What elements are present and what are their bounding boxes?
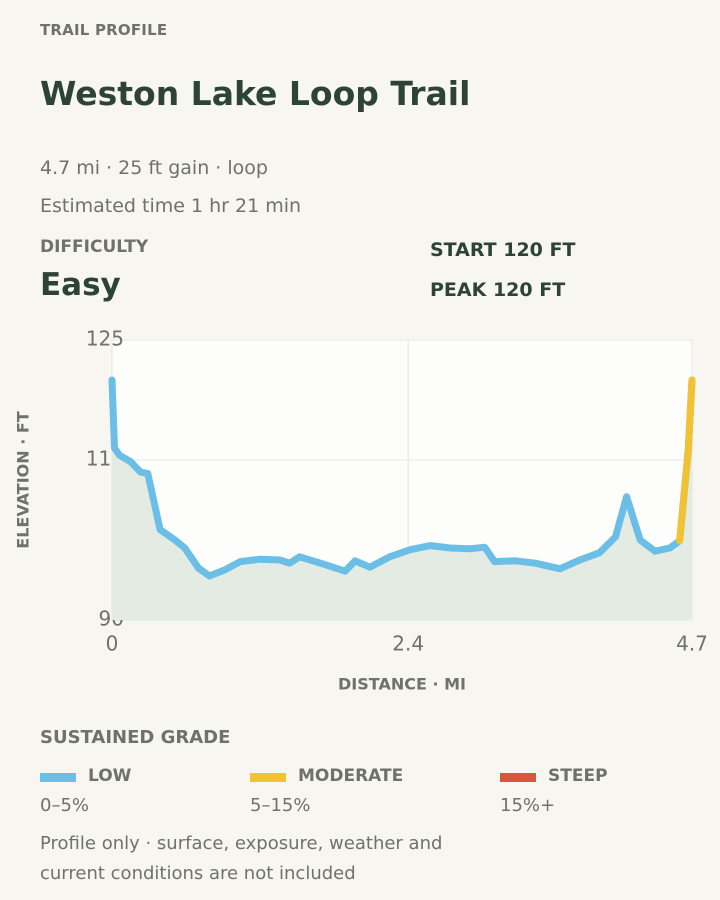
y-tick-label: 125 (86, 327, 124, 351)
grade-segment (676, 446, 692, 545)
x-tick-label: 0 (106, 632, 119, 656)
y-axis-label: ELEVATION · FT (14, 411, 33, 549)
legend-range: 5–15% (250, 795, 311, 816)
grade-segment (684, 376, 696, 454)
x-tick-label: 4.7 (676, 632, 708, 656)
legend-name: MODERATE (298, 766, 404, 786)
legend-name: LOW (88, 766, 132, 786)
x-tick-label: 2.4 (392, 632, 424, 656)
trail-time: Estimated time 1 hr 21 min (40, 195, 302, 217)
difficulty-value: Easy (40, 267, 121, 303)
legend-range: 0–5% (40, 795, 90, 816)
eyebrow: TRAIL PROFILE (40, 21, 168, 39)
legend-swatch (40, 773, 76, 782)
legend-range: 15%+ (500, 795, 556, 816)
note: Profile only · surface, exposure, weathe… (40, 833, 443, 854)
legend-swatch (500, 773, 536, 782)
x-axis-label: DISTANCE · MI (338, 675, 466, 694)
legend-title: SUSTAINED GRADE (40, 727, 231, 748)
stat: PEAK 120 FT (430, 279, 566, 301)
stat: START 120 FT (430, 239, 576, 261)
trail-title: Weston Lake Loop Trail (40, 74, 471, 113)
legend-swatch (250, 773, 286, 782)
trail-summary: 4.7 mi · 25 ft gain · loop (40, 157, 268, 179)
note: current conditions are not included (40, 863, 356, 884)
difficulty-label: DIFFICULTY (40, 237, 149, 257)
legend-name: STEEP (548, 766, 608, 786)
elevation-line (108, 376, 696, 580)
